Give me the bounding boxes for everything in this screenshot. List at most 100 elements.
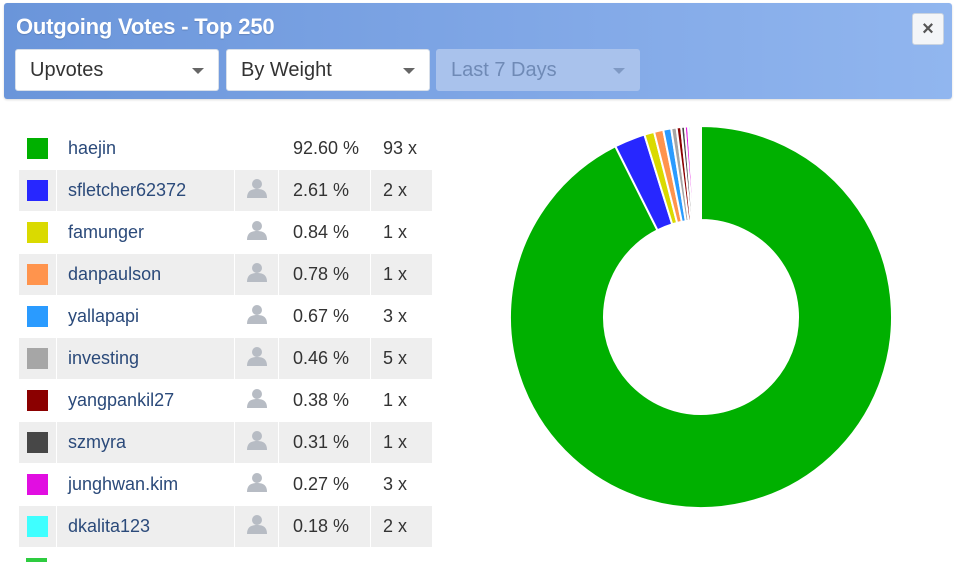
weight-percent: 0.27 %	[278, 463, 371, 506]
profile-cell	[234, 463, 279, 506]
swatch-cell	[18, 127, 57, 170]
panel-title: Outgoing Votes - Top 250	[16, 14, 275, 39]
vote-type-label: Upvotes	[30, 59, 104, 81]
swatch-cell	[18, 463, 57, 506]
profile-cell	[234, 211, 279, 254]
user-profile-icon[interactable]	[246, 262, 268, 287]
profile-cell	[234, 295, 279, 338]
profile-cell	[234, 379, 279, 422]
color-swatch	[27, 348, 48, 369]
user-profile-icon[interactable]	[246, 178, 268, 203]
table-row: yangpankil27 0.38 % 1 x	[18, 379, 433, 422]
vote-count: 5 x	[370, 337, 433, 380]
vote-count: 1 x	[370, 379, 433, 422]
table-row: dkalita123 0.18 % 2 x	[18, 505, 433, 548]
user-profile-icon[interactable]	[246, 346, 268, 371]
weight-percent: 0.46 %	[278, 337, 371, 380]
voter-link[interactable]: szmyra	[68, 432, 126, 452]
chevron-down-icon	[403, 68, 415, 74]
vote-count: 2 x	[370, 169, 433, 212]
swatch-cell	[18, 337, 57, 380]
name-cell: haejin	[56, 127, 235, 170]
weight-percent: 0.18 %	[278, 505, 371, 548]
color-swatch	[27, 264, 48, 285]
voter-link[interactable]: sfletcher62372	[68, 180, 187, 200]
name-cell: szmyra	[56, 421, 235, 464]
weight-percent: 0.38 %	[278, 379, 371, 422]
color-swatch	[27, 138, 48, 159]
sort-dropdown[interactable]: By Weight	[226, 49, 430, 91]
close-button[interactable]: ×	[912, 13, 944, 45]
user-profile-icon[interactable]	[246, 304, 268, 329]
color-swatch	[27, 222, 48, 243]
weight-percent: 2.61 %	[278, 169, 371, 212]
profile-cell	[234, 253, 279, 296]
user-profile-icon[interactable]	[246, 514, 268, 539]
chevron-down-icon	[613, 68, 625, 74]
vote-type-dropdown[interactable]: Upvotes	[15, 49, 219, 91]
vote-count: 1 x	[370, 421, 433, 464]
vote-count: 1 x	[370, 253, 433, 296]
name-cell: junghwan.kim	[56, 463, 235, 506]
swatch-cell	[18, 295, 57, 338]
user-profile-icon[interactable]	[246, 430, 268, 455]
voter-link[interactable]: danpaulson	[68, 264, 162, 284]
color-swatch	[27, 390, 48, 411]
name-cell: sfletcher62372	[56, 169, 235, 212]
color-swatch	[27, 516, 48, 537]
name-cell: yangpankil27	[56, 379, 235, 422]
table-row: investing 0.46 % 5 x	[18, 337, 433, 380]
profile-cell	[234, 505, 279, 548]
donut-slice-haejin[interactable]	[509, 124, 893, 509]
user-profile-icon[interactable]	[246, 220, 268, 245]
vote-count: 2 x	[370, 505, 433, 548]
profile-cell	[234, 169, 279, 212]
table-row: junghwan.kim 0.27 % 3 x	[18, 463, 433, 506]
profile-cell	[234, 127, 279, 170]
table-row: yallapapi 0.67 % 3 x	[18, 295, 433, 338]
user-profile-icon[interactable]	[246, 472, 268, 497]
voter-link[interactable]: yangpankil27	[68, 390, 175, 410]
voter-link[interactable]: investing	[68, 348, 140, 368]
weight-percent: 92.60 %	[278, 127, 371, 170]
table-row: szmyra 0.31 % 1 x	[18, 421, 433, 464]
name-cell: investing	[56, 337, 235, 380]
color-swatch	[27, 180, 48, 201]
table-row-partial	[18, 550, 432, 562]
weight-percent: 0.31 %	[278, 421, 371, 464]
profile-cell	[234, 337, 279, 380]
votes-table: haejin 92.60 % 93 x sfletcher62372 2.61 % 2 x…	[18, 127, 433, 548]
table-row: famunger 0.84 % 1 x	[18, 211, 433, 254]
profile-cell	[234, 421, 279, 464]
user-profile-icon[interactable]	[246, 388, 268, 413]
voter-link[interactable]: dkalita123	[68, 516, 151, 536]
vote-count: 1 x	[370, 211, 433, 254]
vote-count: 3 x	[370, 295, 433, 338]
chevron-down-icon	[192, 68, 204, 74]
weight-percent: 0.84 %	[278, 211, 371, 254]
swatch-cell	[18, 169, 57, 212]
voter-link[interactable]: famunger	[68, 222, 145, 242]
color-swatch	[27, 306, 48, 327]
name-cell: danpaulson	[56, 253, 235, 296]
table-row: haejin 92.60 % 93 x	[18, 127, 433, 170]
sort-label: By Weight	[241, 59, 332, 81]
vote-count: 3 x	[370, 463, 433, 506]
table-row: danpaulson 0.78 % 1 x	[18, 253, 433, 296]
period-dropdown: Last 7 Days	[436, 49, 640, 91]
period-label: Last 7 Days	[451, 59, 557, 81]
weight-percent: 0.67 %	[278, 295, 371, 338]
voter-link[interactable]: junghwan.kim	[68, 474, 179, 494]
swatch-cell	[18, 211, 57, 254]
table-row: sfletcher62372 2.61 % 2 x	[18, 169, 433, 212]
color-swatch	[27, 474, 48, 495]
swatch-cell	[18, 379, 57, 422]
swatch-cell	[18, 421, 57, 464]
donut-slice-dkalita123[interactable]	[686, 125, 697, 222]
voter-link[interactable]: yallapapi	[68, 306, 140, 326]
votes-donut-chart	[509, 124, 893, 509]
color-swatch	[27, 432, 48, 453]
panel-header: Outgoing Votes - Top 250 × Upvotes By We…	[4, 3, 952, 99]
voter-link[interactable]: haejin	[68, 138, 117, 158]
weight-percent: 0.78 %	[278, 253, 371, 296]
